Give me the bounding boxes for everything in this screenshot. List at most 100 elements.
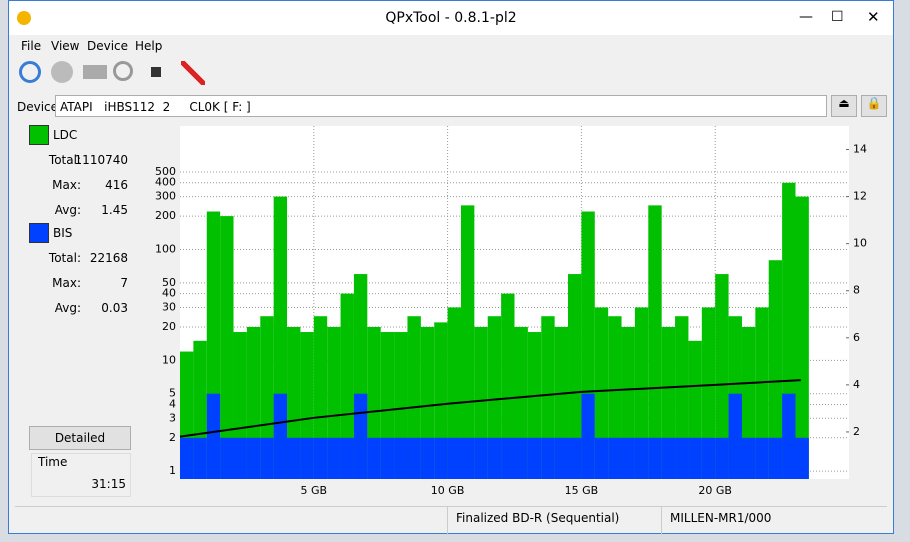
y2-tick-label: 12 — [853, 190, 867, 203]
menu-device[interactable]: Device — [87, 39, 129, 53]
detailed-button[interactable]: Detailed — [29, 426, 131, 450]
bar — [568, 437, 582, 479]
stat-label: Avg: — [54, 301, 81, 315]
bar — [701, 307, 716, 479]
bar — [407, 437, 421, 479]
maximize[interactable]: ☐ — [831, 9, 844, 25]
bar — [220, 437, 234, 479]
title-bar: QPxTool - 0.8.1-pl2 — ☐ ✕ — [9, 1, 893, 35]
y-tick-label: 50 — [162, 276, 176, 289]
bar — [568, 274, 582, 479]
stat-value: 0.03 — [101, 301, 128, 315]
refresh-icon[interactable] — [19, 61, 41, 83]
close[interactable]: ✕ — [867, 8, 880, 26]
bar — [420, 437, 435, 479]
bar — [300, 437, 314, 479]
bar — [554, 437, 569, 479]
bar — [394, 437, 408, 479]
window-title: QPxTool - 0.8.1-pl2 — [385, 10, 517, 26]
bar — [487, 437, 502, 479]
device-label: Device: — [17, 100, 63, 114]
bar — [340, 437, 354, 479]
y2-tick-label: 14 — [853, 143, 867, 156]
bar — [768, 437, 783, 479]
bar — [795, 196, 809, 479]
menu-help[interactable]: Help — [135, 39, 163, 53]
menu-view[interactable]: View — [51, 39, 80, 53]
bar — [501, 293, 515, 479]
eject-button[interactable]: ⏏ — [831, 95, 857, 117]
bar — [193, 437, 207, 479]
chart: 1234510203040501002003004005002468101214… — [155, 126, 867, 497]
bar — [246, 437, 261, 479]
bar — [648, 205, 662, 479]
bar — [527, 437, 542, 479]
ldc-label: LDC — [53, 128, 78, 142]
status-media: Finalized BD-R (Sequential) — [447, 507, 627, 535]
bar — [782, 393, 796, 479]
y-tick-label: 2 — [169, 431, 176, 444]
bar — [688, 437, 702, 479]
bis-label: BIS — [53, 226, 73, 240]
bis-swatch — [29, 223, 49, 243]
bar — [501, 437, 515, 479]
bar — [634, 437, 649, 479]
window: QPxTool - 0.8.1-pl2 — ☐ ✕ File View Devi… — [8, 0, 894, 535]
y2-tick-label: 6 — [853, 331, 860, 344]
stat-label: Total: — [48, 251, 81, 265]
ldc-swatch — [29, 125, 49, 145]
y2-tick-label: 2 — [853, 425, 860, 438]
disc-icon[interactable] — [51, 61, 73, 83]
y-tick-label: 4 — [169, 397, 176, 410]
y-tick-label: 3 — [169, 411, 176, 424]
y-tick-label: 40 — [162, 287, 176, 300]
y-tick-label: 300 — [155, 190, 176, 203]
y-tick-label: 500 — [155, 165, 176, 178]
minimize[interactable]: — — [799, 9, 813, 25]
bar — [460, 437, 475, 479]
y-tick-label: 1 — [169, 464, 176, 477]
bar — [353, 393, 368, 479]
settings-icon[interactable] — [181, 61, 205, 85]
bar — [273, 393, 288, 479]
drive-icon[interactable] — [83, 65, 107, 79]
bar — [755, 307, 769, 479]
bar — [287, 437, 301, 479]
bar — [675, 437, 689, 479]
status-mid: MILLEN-MR1/000 — [661, 507, 779, 535]
y2-tick-label: 4 — [853, 378, 860, 391]
bar — [447, 307, 461, 479]
bar — [541, 437, 555, 479]
device-select[interactable]: ATAPI iHBS112 2 CL0K [ F: ] — [55, 95, 827, 117]
bar — [621, 437, 635, 479]
y2-tick-label: 10 — [853, 237, 867, 250]
bar — [594, 437, 609, 479]
bar — [434, 437, 448, 479]
scan-icon[interactable] — [113, 61, 133, 81]
app-icon — [17, 11, 31, 25]
stat-value: 1110740 — [74, 153, 128, 167]
bar — [474, 437, 488, 479]
bar — [447, 437, 461, 479]
bar — [327, 437, 341, 479]
lock-button[interactable]: 🔒 — [861, 95, 887, 117]
stop-icon[interactable] — [151, 67, 161, 77]
y-tick-label: 200 — [155, 209, 176, 222]
bar — [634, 307, 649, 479]
bar — [220, 216, 234, 479]
stat-label: Max: — [52, 178, 81, 192]
bar — [206, 393, 221, 479]
stat-value: 416 — [105, 178, 128, 192]
bar — [741, 437, 756, 479]
bar — [313, 437, 328, 479]
bar — [460, 205, 475, 479]
y-tick-label: 10 — [162, 353, 176, 366]
bar — [233, 437, 247, 479]
y-tick-label: 5 — [169, 387, 176, 400]
time-box: Time 31:15 — [31, 453, 131, 497]
x-tick-label: 10 GB — [431, 484, 465, 497]
menu-file[interactable]: File — [21, 39, 42, 53]
bar — [701, 437, 716, 479]
status-bar: Finalized BD-R (Sequential) MILLEN-MR1/0… — [15, 506, 887, 535]
bar — [340, 293, 354, 479]
